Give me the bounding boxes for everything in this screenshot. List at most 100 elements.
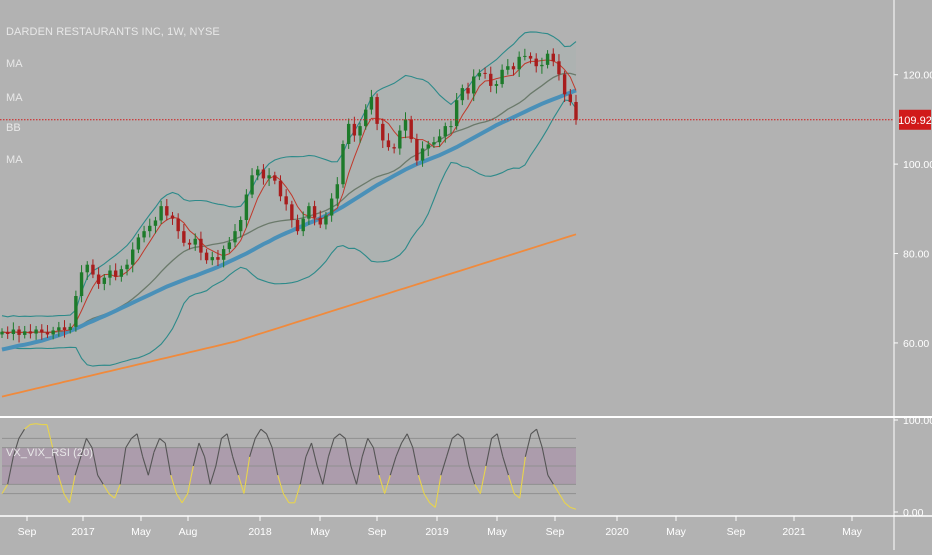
candle — [119, 265, 124, 282]
rsi-segment — [417, 475, 425, 494]
study-label-ma-3[interactable]: MA — [6, 154, 23, 166]
candle — [540, 57, 544, 74]
candle — [557, 54, 561, 81]
candle-body — [170, 215, 175, 219]
time-tick-label: May — [666, 526, 687, 538]
rsi-segment — [147, 452, 155, 476]
study-label-bb[interactable]: BB — [6, 122, 21, 134]
rsi-segment — [170, 475, 177, 494]
rsi-segment — [406, 433, 414, 448]
rsi-segment — [198, 442, 206, 458]
bollinger-fill — [2, 31, 576, 367]
rsi-segment — [209, 465, 217, 485]
candle-body — [534, 58, 538, 67]
rsi-segment — [299, 456, 307, 485]
rsi-segment — [468, 465, 476, 485]
candle-body — [284, 196, 288, 205]
candle — [443, 122, 447, 143]
candle — [460, 84, 465, 106]
candle — [165, 198, 169, 221]
candle-body — [460, 88, 465, 101]
candle — [182, 224, 186, 247]
candle-body — [96, 274, 101, 284]
candle — [278, 175, 283, 202]
rsi-segment — [502, 456, 509, 476]
rsi-segment — [547, 474, 554, 485]
candle-body — [352, 123, 357, 136]
rsi-segment — [434, 475, 442, 508]
candle-body — [165, 206, 169, 216]
candle-body — [11, 329, 16, 334]
candle-body — [153, 220, 158, 226]
rsi-segment — [401, 433, 408, 444]
candle-body — [131, 249, 135, 265]
candle-body — [500, 69, 504, 85]
rsi-segment — [491, 433, 498, 439]
candle — [136, 233, 141, 254]
candle — [352, 116, 357, 142]
time-tick-label: Sep — [727, 526, 746, 538]
time-tick-label: May — [131, 526, 152, 538]
rsi-segment — [7, 456, 14, 485]
candle-body — [506, 66, 510, 70]
rsi-segment — [277, 475, 284, 494]
candle-body — [148, 225, 152, 232]
candle — [176, 213, 180, 239]
candle-body — [17, 329, 21, 335]
candle — [62, 320, 67, 338]
candle-body — [375, 97, 379, 124]
candle — [125, 259, 129, 276]
candle-body — [409, 119, 413, 140]
candle-body — [437, 136, 442, 143]
candle — [403, 112, 408, 139]
symbol-title[interactable]: DARDEN RESTAURANTS INC, 1W, NYSE — [6, 26, 220, 38]
candle-body — [261, 169, 266, 179]
candle-body — [329, 198, 334, 216]
candle-body — [420, 148, 425, 161]
candle — [415, 133, 419, 166]
rsi-segment — [350, 465, 358, 485]
study-label-ma-2[interactable]: MA — [6, 92, 23, 104]
candle-body — [210, 257, 214, 261]
rsi-segment — [181, 493, 189, 504]
study-label-ma-1[interactable]: MA — [6, 58, 23, 70]
time-axis: Sep 2017 May Aug 2018 May Sep 2019 May Sep 2020 May… — [0, 515, 932, 538]
candle — [5, 326, 10, 339]
candle — [517, 51, 521, 77]
candle — [45, 325, 50, 339]
candle-body — [250, 175, 254, 195]
candle — [471, 69, 476, 102]
price-tick-label: 80.00 — [903, 249, 929, 261]
candle-body — [398, 130, 402, 149]
candle — [398, 125, 402, 155]
candle — [284, 189, 288, 211]
rsi-segment — [429, 502, 436, 508]
rsi-segment — [367, 438, 374, 448]
rsi-segment — [164, 442, 172, 476]
candle-body — [57, 327, 61, 331]
candle-body — [5, 331, 10, 334]
rsi-title[interactable]: VX_VIX_RSI (20) — [6, 447, 94, 459]
candle — [381, 118, 385, 149]
candle-body — [312, 206, 317, 218]
rsi-segment — [153, 438, 161, 453]
candle-body — [233, 231, 237, 243]
candle — [420, 141, 425, 167]
candle-body — [392, 147, 396, 149]
candle — [477, 69, 482, 81]
candle — [500, 64, 504, 88]
rsi-segment — [30, 423, 36, 426]
candle — [437, 129, 442, 148]
candle-body — [545, 53, 550, 65]
rsi-segment — [333, 433, 340, 439]
rsi-segment — [361, 438, 369, 457]
rsi-segment — [451, 433, 459, 439]
rsi-segment — [243, 456, 251, 494]
candle — [290, 200, 294, 228]
candle-body — [142, 231, 146, 238]
candle-body — [68, 326, 72, 330]
candle-body — [227, 242, 232, 250]
rsi-segment — [119, 447, 127, 485]
